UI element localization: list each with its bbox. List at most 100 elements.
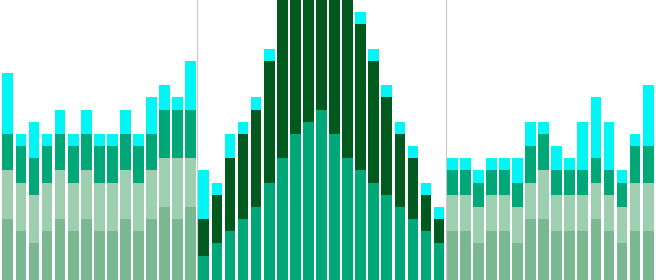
Bar bbox=[237, 122, 249, 134]
Bar bbox=[120, 219, 131, 280]
Bar bbox=[473, 171, 483, 183]
Bar bbox=[133, 183, 144, 231]
Bar bbox=[212, 183, 222, 195]
Bar bbox=[447, 171, 457, 195]
Bar bbox=[81, 109, 92, 134]
Bar bbox=[224, 134, 236, 158]
Bar bbox=[617, 171, 627, 183]
Bar bbox=[512, 244, 523, 280]
Bar bbox=[146, 134, 157, 171]
Bar bbox=[186, 207, 196, 280]
Bar bbox=[617, 183, 627, 207]
Bar bbox=[369, 183, 379, 280]
Bar bbox=[630, 134, 640, 146]
Bar bbox=[447, 158, 457, 171]
Bar bbox=[277, 158, 287, 280]
Bar bbox=[42, 231, 52, 280]
Bar bbox=[29, 158, 39, 195]
Bar bbox=[3, 134, 13, 171]
Bar bbox=[186, 61, 196, 109]
Bar bbox=[499, 158, 510, 171]
Bar bbox=[486, 195, 497, 231]
Bar bbox=[224, 158, 236, 231]
Bar bbox=[525, 146, 536, 183]
Bar bbox=[133, 146, 144, 183]
Bar bbox=[486, 171, 497, 195]
Bar bbox=[94, 183, 105, 231]
Bar bbox=[237, 134, 249, 219]
Bar bbox=[107, 134, 117, 146]
Bar bbox=[212, 195, 222, 244]
Bar bbox=[16, 231, 26, 280]
Bar bbox=[159, 158, 170, 207]
Bar bbox=[237, 219, 249, 280]
Bar bbox=[486, 231, 497, 280]
Bar bbox=[539, 134, 549, 171]
Bar bbox=[486, 158, 497, 171]
Bar bbox=[577, 171, 588, 195]
Bar bbox=[94, 231, 105, 280]
Bar bbox=[212, 244, 222, 280]
Bar bbox=[512, 158, 523, 183]
Bar bbox=[68, 146, 79, 183]
Bar bbox=[173, 97, 183, 109]
Bar bbox=[460, 195, 470, 231]
Bar bbox=[356, 24, 366, 171]
Bar bbox=[146, 219, 157, 280]
Bar bbox=[94, 146, 105, 183]
Bar bbox=[394, 207, 405, 280]
Bar bbox=[643, 231, 653, 280]
Bar bbox=[68, 183, 79, 231]
Bar bbox=[473, 207, 483, 244]
Bar bbox=[199, 219, 209, 256]
Bar bbox=[173, 158, 183, 219]
Bar bbox=[604, 231, 614, 280]
Bar bbox=[551, 195, 562, 231]
Bar bbox=[199, 256, 209, 280]
Bar bbox=[525, 183, 536, 219]
Bar bbox=[356, 171, 366, 280]
Bar bbox=[447, 231, 457, 280]
Bar bbox=[604, 122, 614, 171]
Bar bbox=[473, 244, 483, 280]
Bar bbox=[16, 134, 26, 146]
Bar bbox=[251, 97, 262, 109]
Bar bbox=[251, 109, 262, 207]
Bar bbox=[381, 97, 392, 195]
Bar bbox=[42, 134, 52, 146]
Bar bbox=[68, 231, 79, 280]
Bar bbox=[3, 73, 13, 134]
Bar bbox=[81, 219, 92, 280]
Bar bbox=[630, 146, 640, 183]
Bar bbox=[577, 122, 588, 171]
Bar bbox=[3, 171, 13, 219]
Bar bbox=[316, 109, 327, 280]
Bar bbox=[577, 195, 588, 231]
Bar bbox=[604, 171, 614, 195]
Bar bbox=[499, 171, 510, 195]
Bar bbox=[407, 158, 419, 219]
Bar bbox=[473, 183, 483, 207]
Bar bbox=[460, 158, 470, 171]
Bar bbox=[342, 0, 353, 158]
Bar bbox=[107, 231, 117, 280]
Bar bbox=[512, 183, 523, 207]
Bar bbox=[133, 231, 144, 280]
Bar bbox=[120, 109, 131, 134]
Bar bbox=[54, 109, 66, 134]
Bar bbox=[643, 146, 653, 183]
Bar bbox=[68, 134, 79, 146]
Bar bbox=[81, 171, 92, 219]
Bar bbox=[539, 171, 549, 219]
Bar bbox=[29, 122, 39, 158]
Bar bbox=[525, 122, 536, 146]
Bar bbox=[643, 183, 653, 231]
Bar bbox=[394, 122, 405, 134]
Bar bbox=[159, 85, 170, 109]
Bar bbox=[551, 171, 562, 195]
Bar bbox=[460, 171, 470, 195]
Bar bbox=[369, 49, 379, 61]
Bar bbox=[133, 134, 144, 146]
Bar bbox=[316, 0, 327, 109]
Bar bbox=[146, 97, 157, 134]
